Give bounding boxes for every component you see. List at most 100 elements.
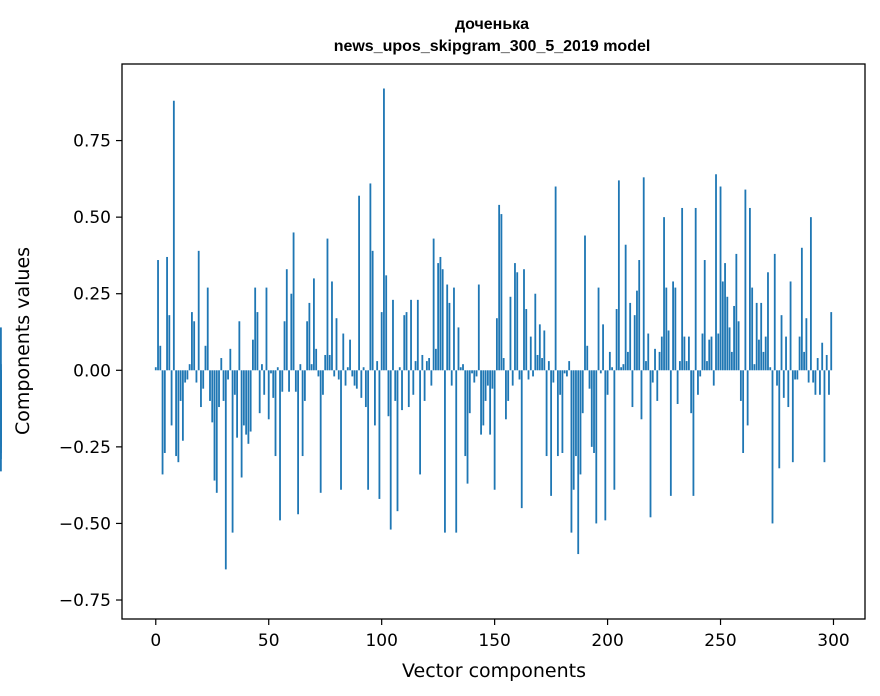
bar-component-220 [651,370,654,383]
bar-component-184 [570,370,573,533]
bar-component-272 [769,367,772,371]
bar-component-227 [667,330,670,371]
bar-component-108 [398,367,401,371]
bar-component-104 [389,370,392,530]
bar-component-151 [495,318,498,371]
bar-component-14 [186,370,189,380]
bar-component-102 [385,275,388,371]
bar-component-154 [502,358,505,371]
bar-component-121 [428,358,431,371]
bar-component-70 [313,278,315,371]
bar-component-260 [742,370,745,453]
bar-component-130 [448,302,451,371]
bar-component-247 [712,370,715,386]
bar-component-242 [701,333,704,371]
bar-component-212 [633,315,636,371]
bar-component-72 [317,370,320,377]
y-tick-label: −0.75 [59,591,111,611]
bar-component-13 [184,370,187,383]
bar-component-257 [735,253,738,371]
bar-component-216 [642,177,645,371]
bar-component-210 [629,302,632,371]
bar-component-20 [200,370,202,408]
bar-component-291 [812,370,815,383]
bar-component-244 [706,361,708,371]
bar-component-214 [638,260,641,371]
bar-component-96 [371,250,374,371]
bar-component-189 [581,370,584,414]
bar-component-74 [322,370,324,395]
bar-component-293 [816,358,819,371]
bar-component-281 [789,281,792,371]
bar-component-4 [163,370,166,453]
bar-component-179 [559,370,562,395]
bar-component-22 [204,345,207,371]
chart-title-line-2: news_upos_skipgram_300_5_2019 model [334,38,651,55]
bar-component-62 [294,370,297,392]
bar-component-128 [444,370,446,533]
bar-component-116 [416,299,419,371]
bar-component-268 [760,302,763,371]
y-tick-label: 0.75 [73,132,111,152]
bar-component-27 [215,370,218,493]
bar-component-99 [378,370,381,499]
bar-component-172 [543,330,546,371]
bar-component-91 [360,370,363,398]
bar-component-73 [319,370,322,493]
bar-component-111 [405,312,408,371]
bar-component-201 [608,351,611,371]
bar-component-166 [529,336,532,371]
bar-component-294 [819,370,821,395]
bar-component-58 [285,269,288,371]
bar-component-298 [828,370,830,395]
y-tick-label: −0.50 [59,514,111,534]
bar-component-122 [430,370,433,386]
bar-component-245 [708,339,711,371]
bar-component-9 [175,370,178,457]
bar-component-290 [809,217,812,371]
bar-component-78 [331,281,333,371]
bar-component-46 [258,370,261,414]
bar-component-33 [229,348,232,371]
bar-component-241 [699,370,702,377]
x-tick-label: 0 [150,631,161,651]
bar-component-60 [290,293,293,371]
bar-component-139 [468,370,471,414]
bar-component-36 [236,370,238,438]
bar-component-125 [437,263,440,371]
bar-component-119 [423,370,426,401]
bar-component-193 [590,370,593,447]
bar-component-25 [211,370,214,423]
bar-component-30 [222,370,225,401]
bar-component-284 [796,370,799,380]
bar-component-107 [396,370,399,512]
bar-component-198 [602,324,604,371]
bar-component-256 [733,305,735,371]
bar-component-208 [624,244,627,371]
bar-component-169 [536,354,539,371]
bar-component-7 [170,370,173,426]
bar-component-206 [620,367,623,371]
bar-component-275 [776,370,778,386]
bar-component-297 [825,354,828,371]
bar-component-202 [611,367,614,371]
bar-component-171 [541,358,543,371]
bar-component-76 [326,238,329,371]
bar-component-83 [342,333,345,371]
bar-component-175 [550,370,553,496]
bar-component-278 [782,370,785,398]
bar-component-207 [622,364,625,371]
bar-component-47 [261,364,263,371]
x-axis-ticks: 0 50 100 150 200 250 300 [150,619,850,651]
bar-component-230 [674,287,677,371]
bar-component-61 [292,232,295,371]
bar-component-69 [310,364,313,371]
bar-component-205 [617,180,620,371]
x-tick-label: 300 [817,631,849,651]
bar-component-149 [491,370,494,389]
chart-title-line-1: доченька [455,16,529,33]
bar-component-5 [166,256,168,371]
bar-component-213 [636,290,638,371]
bar-component-264 [751,287,754,371]
bar-component-31 [224,370,227,570]
